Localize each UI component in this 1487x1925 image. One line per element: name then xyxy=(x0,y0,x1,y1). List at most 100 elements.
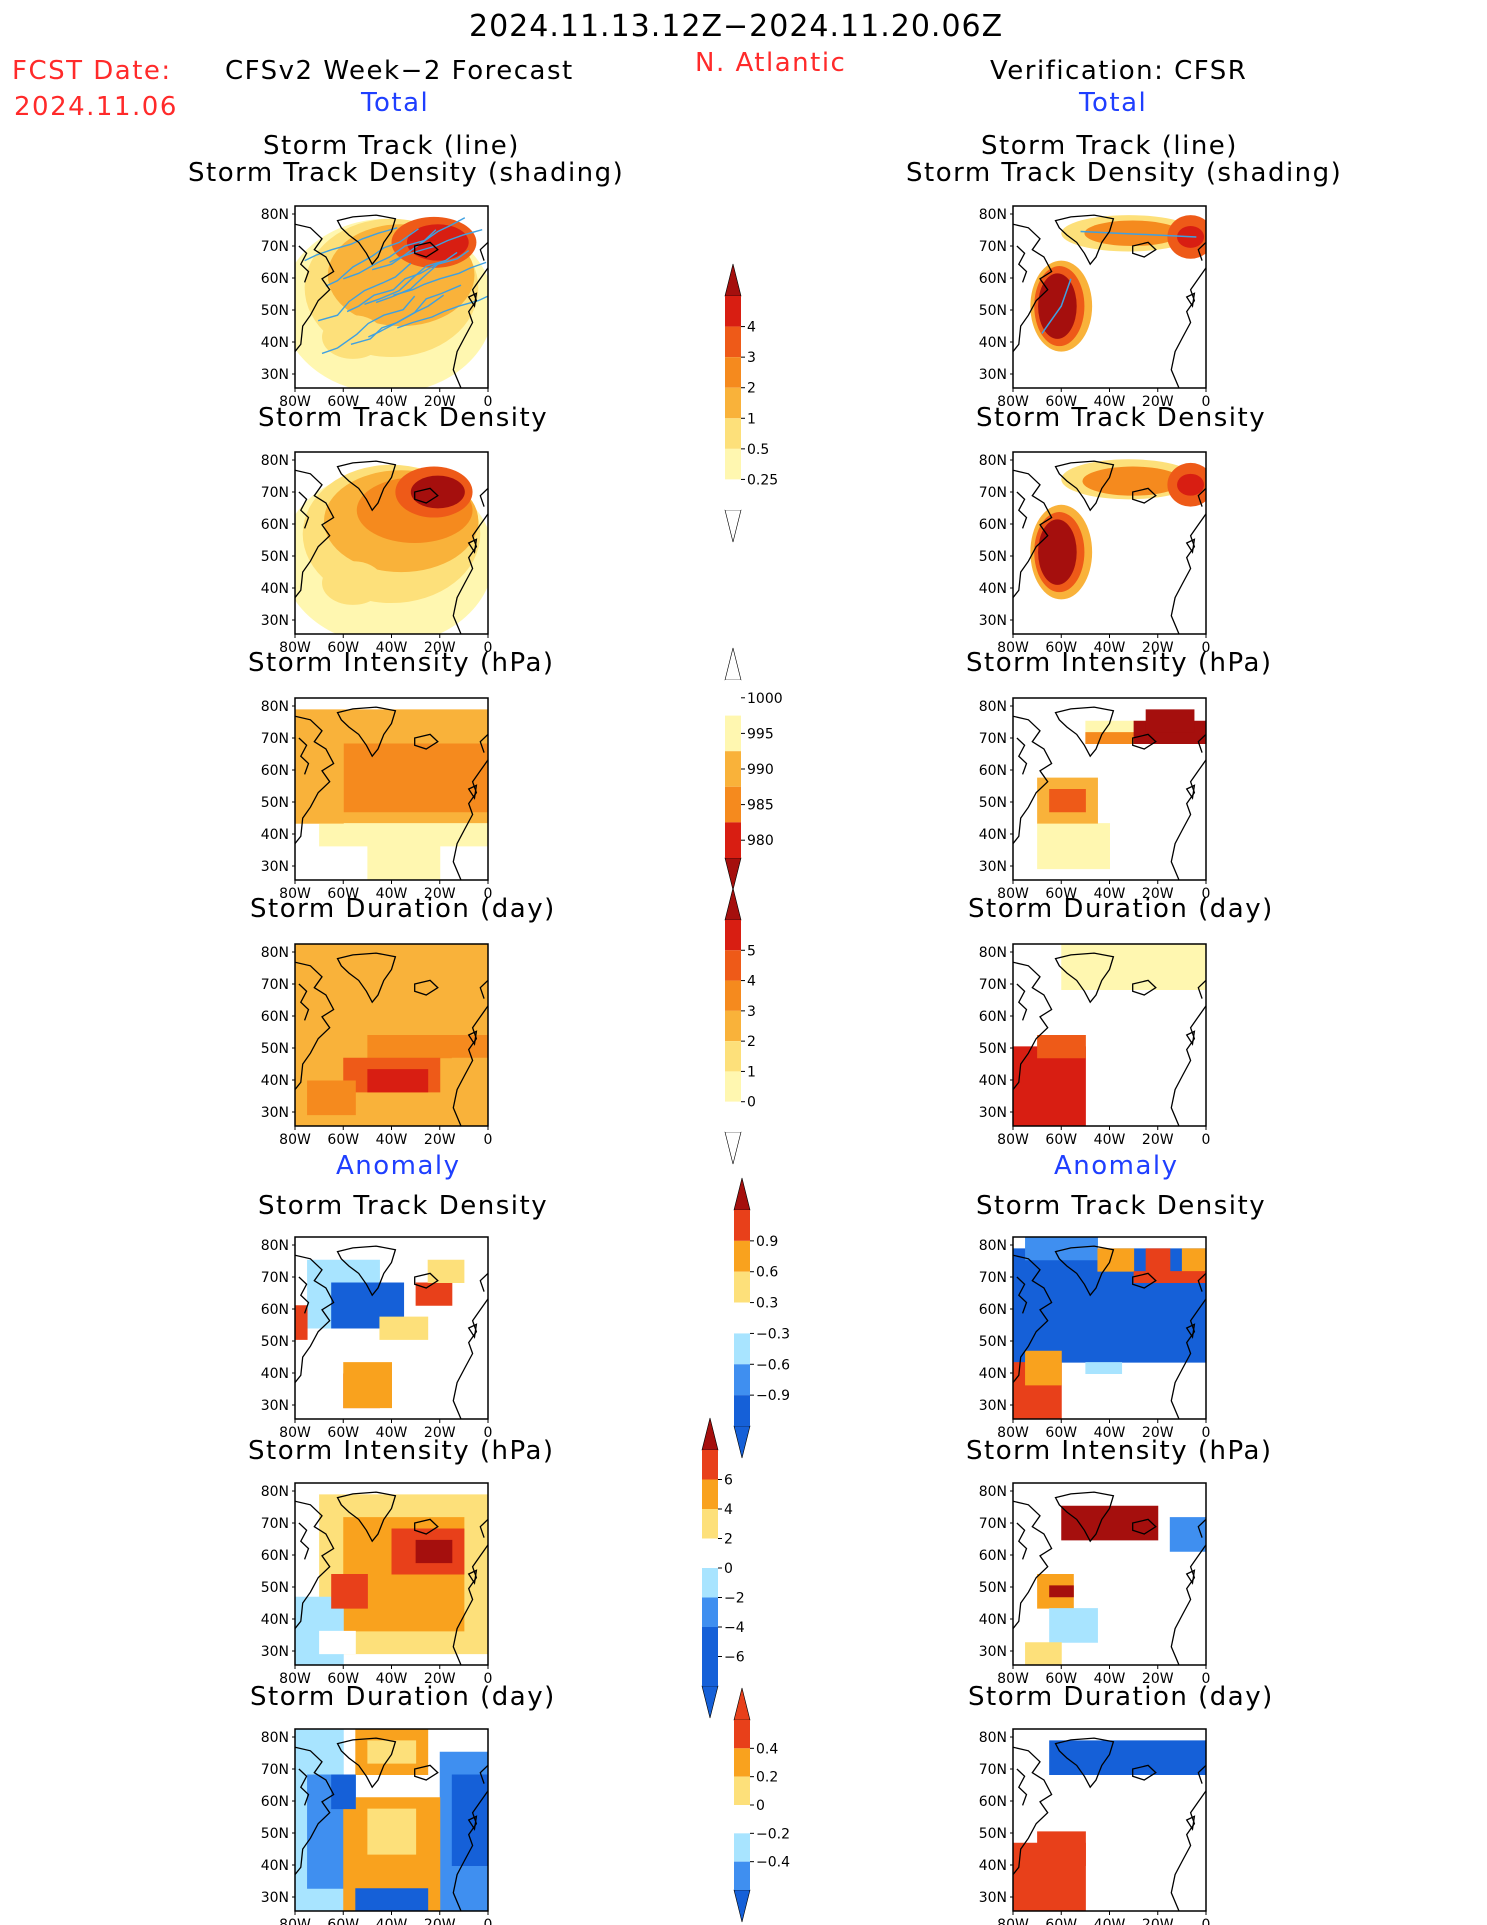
lat-label: 30N xyxy=(979,1644,1007,1660)
lat-label: 70N xyxy=(261,731,289,747)
lat-label: 60N xyxy=(979,271,1007,287)
right-intensity-anom-title: Storm Intensity (hPa) xyxy=(966,1436,1273,1466)
lat-label: 30N xyxy=(979,1398,1007,1414)
lon-label: 60W xyxy=(327,1671,359,1687)
left-density-title: Storm Track Density xyxy=(258,403,549,433)
lat-label: 30N xyxy=(261,1890,289,1906)
colorbar-label: 0.5 xyxy=(747,442,769,458)
colorbar-label: 4 xyxy=(747,320,756,336)
lat-label: 70N xyxy=(979,1516,1007,1532)
left-density-anom-title: Storm Track Density xyxy=(258,1191,549,1221)
colorbar-label: −6 xyxy=(724,1650,745,1666)
lat-label: 50N xyxy=(261,1334,289,1350)
lat-label: 70N xyxy=(261,1516,289,1532)
lat-label: 40N xyxy=(979,581,1007,597)
lon-label: 60W xyxy=(327,1917,359,1925)
lat-label: 40N xyxy=(261,1073,289,1089)
left-intensity-anom-map: 80N 70N 60N 50N 40N 30N 80W 60W 40W 20W 0 xyxy=(261,1482,492,1687)
lat-label: 30N xyxy=(261,859,289,875)
colorbar-label: 3 xyxy=(747,350,756,366)
lat-label: 60N xyxy=(261,271,289,287)
lon-label: 80W xyxy=(279,1671,311,1687)
colorbar-label: 0.3 xyxy=(756,1296,778,1312)
lon-label: 0 xyxy=(1202,1425,1211,1441)
lat-label: 40N xyxy=(979,1858,1007,1874)
lat-label: 70N xyxy=(261,485,289,501)
lon-label: 40W xyxy=(376,640,408,656)
colorbar-label: 1 xyxy=(747,411,756,427)
lon-label: 80W xyxy=(279,394,311,410)
lon-label: 0 xyxy=(1202,1671,1211,1687)
lon-label: 80W xyxy=(997,1671,1029,1687)
lat-label: 80N xyxy=(979,207,1007,223)
lon-label: 20W xyxy=(1142,394,1174,410)
lat-label: 60N xyxy=(979,1548,1007,1564)
lat-label: 80N xyxy=(261,1730,289,1746)
colorbar-label: −4 xyxy=(724,1620,745,1636)
lat-label: 70N xyxy=(979,977,1007,993)
lat-label: 30N xyxy=(979,1890,1007,1906)
lon-label: 0 xyxy=(484,394,493,410)
lat-label: 50N xyxy=(261,303,289,319)
lat-label: 40N xyxy=(979,1366,1007,1382)
left-intensity-map: 80N 70N 60N 50N 40N 30N 80W 60W 40W 20W 0 xyxy=(261,697,492,902)
lon-label: 60W xyxy=(1045,886,1077,902)
lon-label: 60W xyxy=(327,1132,359,1148)
right-density-title: Storm Track Density xyxy=(976,403,1267,433)
lat-label: 80N xyxy=(261,453,289,469)
colorbar-label: −0.2 xyxy=(756,1826,790,1842)
lon-label: 20W xyxy=(1142,1671,1174,1687)
lon-label: 20W xyxy=(424,1132,456,1148)
right-track-map: 80N 70N 60N 50N 40N 30N 80W 60W 40W 20W 0 xyxy=(979,205,1210,410)
lat-label: 80N xyxy=(261,207,289,223)
colorbar-label: 0 xyxy=(724,1561,733,1577)
colorbar-label: 6 xyxy=(724,1473,733,1489)
lat-label: 60N xyxy=(261,1009,289,1025)
colorbar-duration-total: 5 4 3 2 1 0 xyxy=(724,887,756,1165)
colorbar-intensity-total: 1000 995 990 985 980 xyxy=(724,647,783,891)
lon-label: 20W xyxy=(424,1671,456,1687)
lat-label: 30N xyxy=(979,1105,1007,1121)
lat-label: 60N xyxy=(261,1548,289,1564)
lat-label: 80N xyxy=(979,1484,1007,1500)
lat-label: 60N xyxy=(979,1009,1007,1025)
left-column-title: CFSv2 Week−2 Forecast xyxy=(225,56,574,86)
lon-label: 0 xyxy=(484,1132,493,1148)
lat-label: 50N xyxy=(979,549,1007,565)
lat-label: 50N xyxy=(261,1826,289,1842)
left-duration-title: Storm Duration (day) xyxy=(250,894,556,924)
lat-label: 50N xyxy=(261,1041,289,1057)
lat-label: 80N xyxy=(979,945,1007,961)
colorbar-label: 2 xyxy=(747,1034,756,1050)
right-duration-title: Storm Duration (day) xyxy=(968,894,1274,924)
colorbar-duration-anom: 0.4 0.2 0 −0.2 −0.4 xyxy=(733,1687,790,1923)
colorbar-label: 4 xyxy=(747,974,756,990)
left-duration-anom-map: 80N 70N 60N 50N 40N 30N 80W 60W 40W 20W 0 xyxy=(261,1728,492,1925)
left-density-map: 80N 70N 60N 50N 40N 30N 80W 60W 40W 20W 0 xyxy=(261,451,492,656)
lon-label: 20W xyxy=(424,394,456,410)
lon-label: 40W xyxy=(376,886,408,902)
lat-label: 60N xyxy=(979,517,1007,533)
lon-label: 40W xyxy=(1094,1425,1126,1441)
right-density-anom-title: Storm Track Density xyxy=(976,1191,1267,1221)
lon-label: 60W xyxy=(327,1425,359,1441)
left-total-label: Total xyxy=(361,88,430,118)
colorbar-label: 2 xyxy=(747,381,756,397)
period-title: 2024.11.13.12Z−2024.11.20.06Z xyxy=(469,9,1004,44)
lat-label: 70N xyxy=(979,485,1007,501)
lon-label: 40W xyxy=(376,1917,408,1925)
lon-label: 60W xyxy=(327,640,359,656)
lat-label: 30N xyxy=(261,613,289,629)
right-column-title: Verification: CFSR xyxy=(990,56,1248,86)
lon-label: 60W xyxy=(1045,640,1077,656)
lon-label: 60W xyxy=(1045,394,1077,410)
lon-label: 20W xyxy=(424,886,456,902)
lat-label: 40N xyxy=(979,1612,1007,1628)
lon-label: 80W xyxy=(279,886,311,902)
lat-label: 50N xyxy=(261,1580,289,1596)
lat-label: 80N xyxy=(261,1484,289,1500)
lon-label: 0 xyxy=(484,1425,493,1441)
lon-label: 40W xyxy=(1094,886,1126,902)
left-intensity-title: Storm Intensity (hPa) xyxy=(248,648,555,678)
lon-label: 80W xyxy=(279,1917,311,1925)
